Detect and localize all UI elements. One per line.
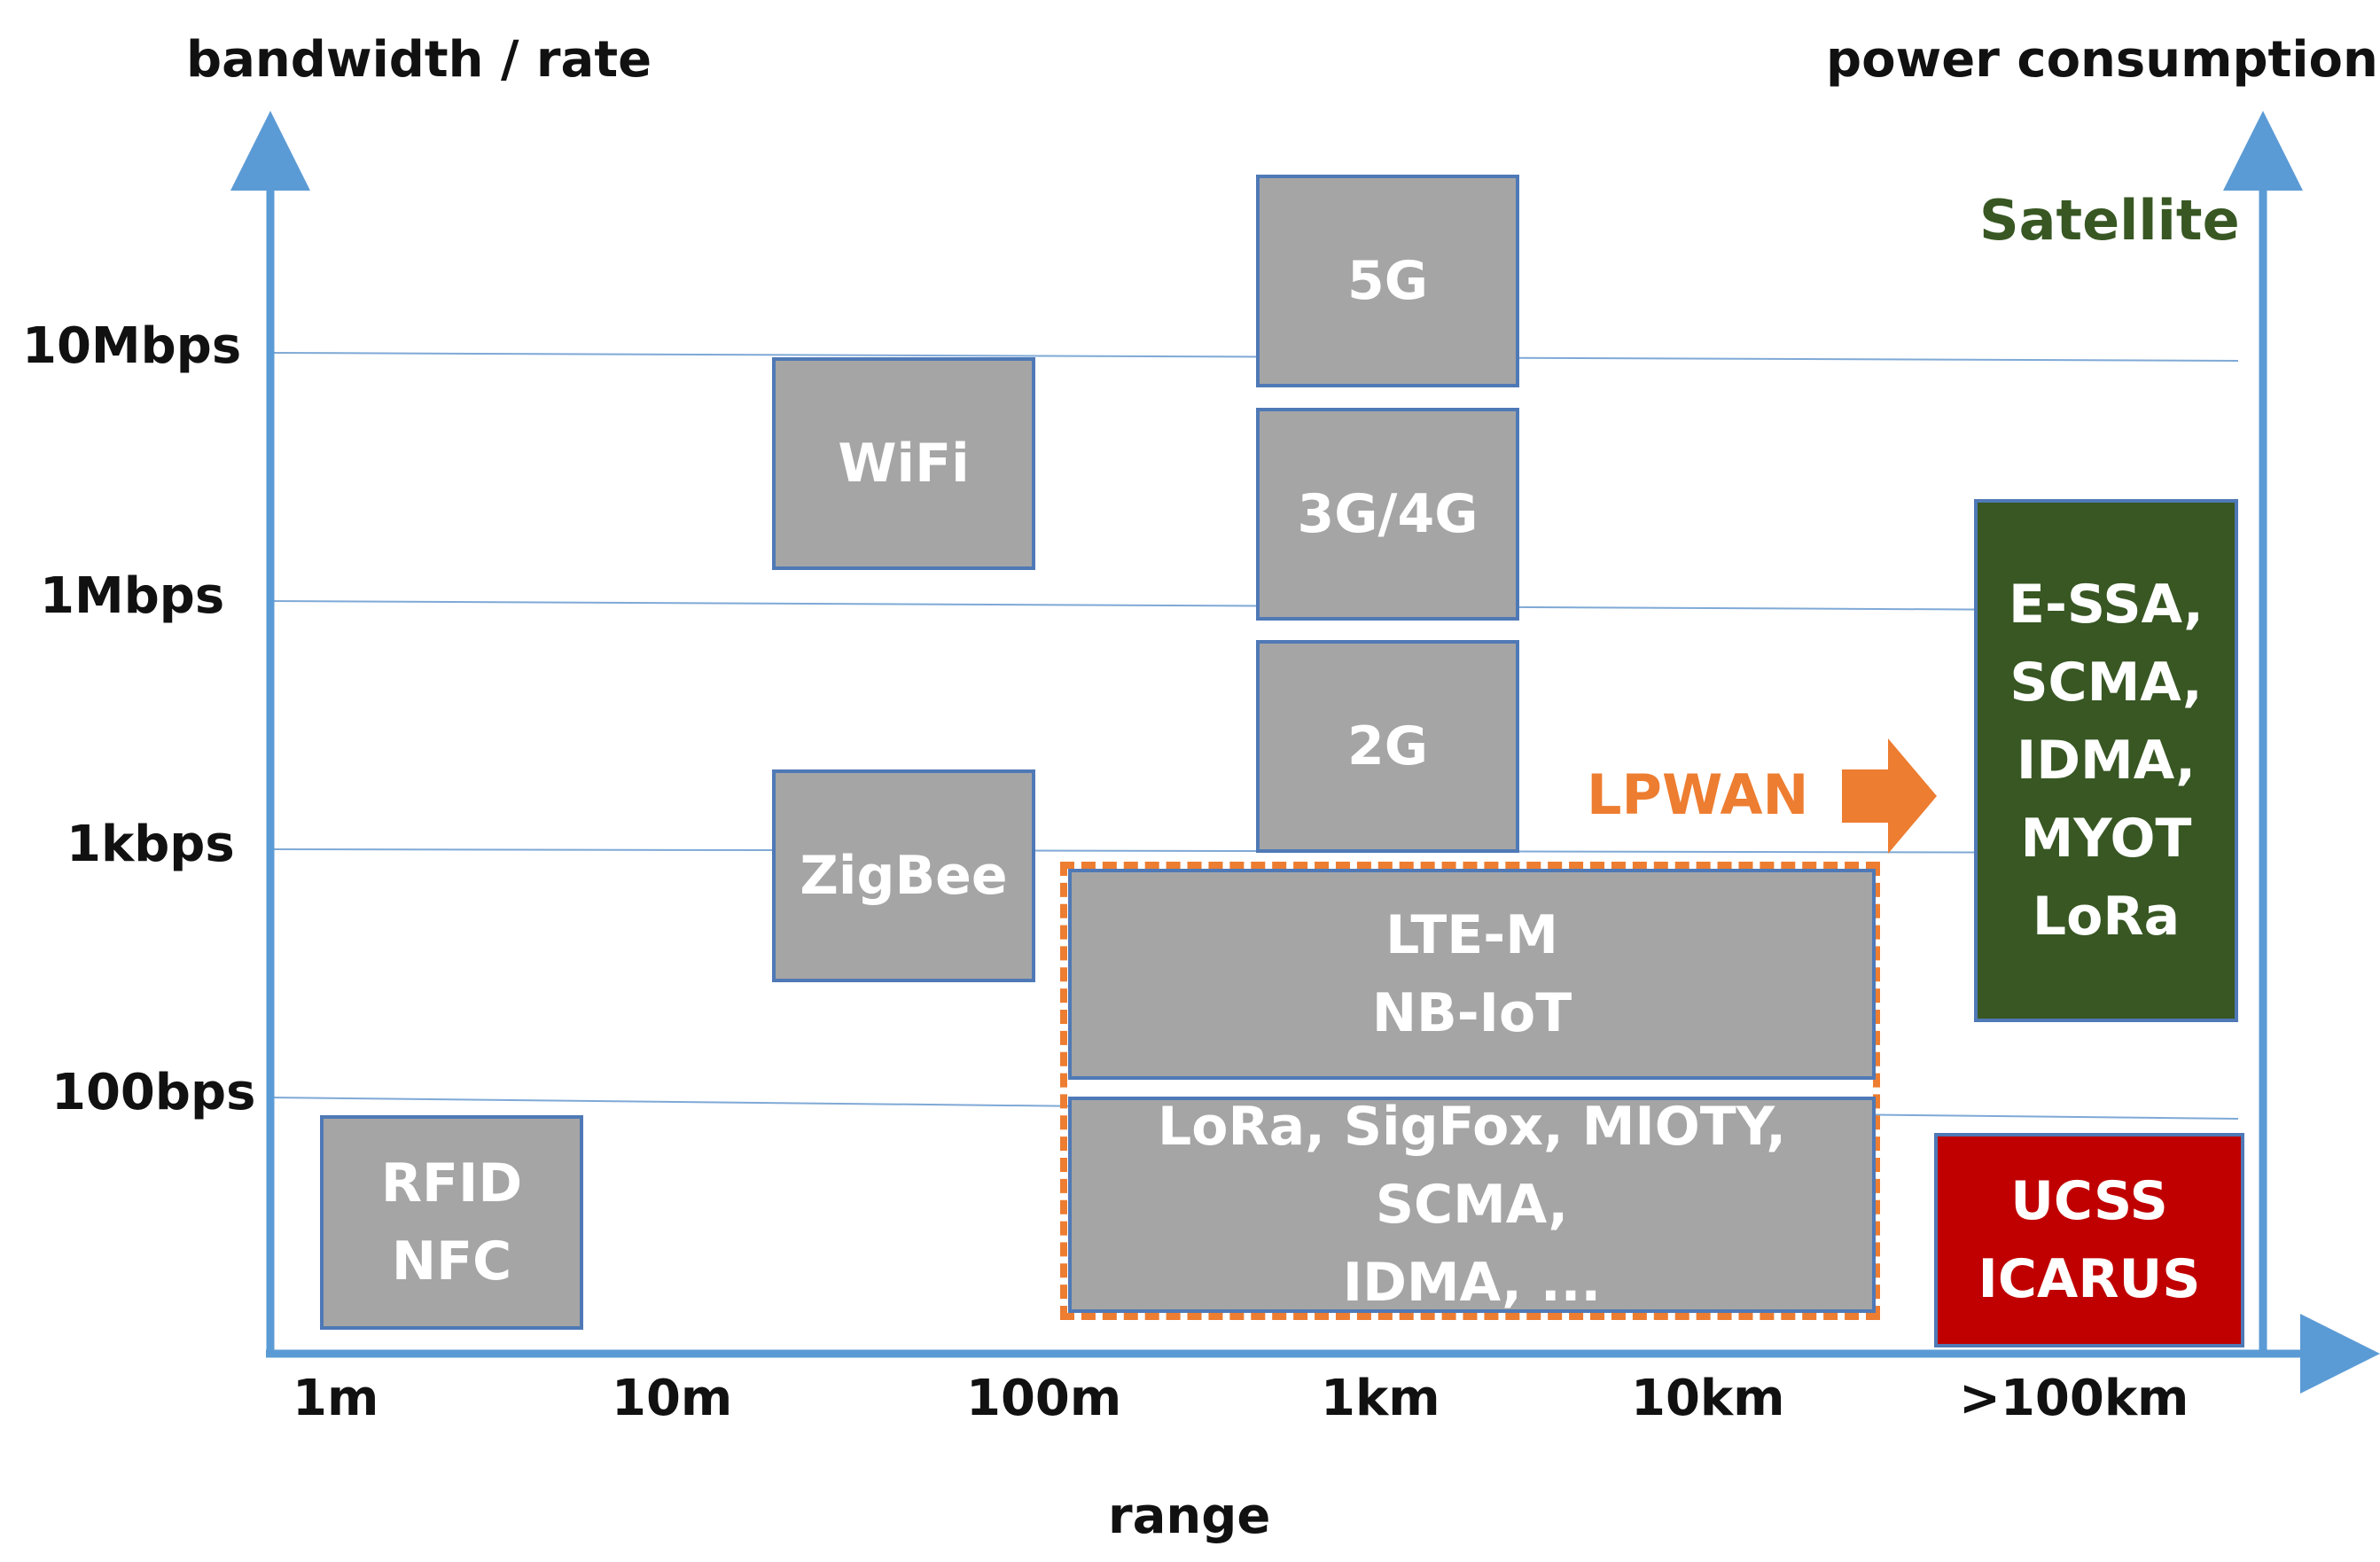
y-tick-10mbps: 10Mbps xyxy=(22,317,242,375)
box-3g4g-label: 3G/4G xyxy=(1297,483,1479,545)
x-tick-100m: 100m xyxy=(966,1370,1122,1427)
y-tick-1mbps: 1Mbps xyxy=(40,567,225,625)
box-satellite-schemes: E-SSA, SCMA, IDMA, MYOT LoRa xyxy=(1974,499,2238,1022)
satellite-scheme-essa: E-SSA, xyxy=(2009,574,2204,636)
gridline-10mbps xyxy=(269,352,2239,362)
satellite-scheme-scma: SCMA, xyxy=(2009,652,2203,714)
box-ucss-label: UCSS xyxy=(2010,1170,2168,1232)
box-2g-label: 2G xyxy=(1347,715,1428,777)
y-tick-100bps: 100bps xyxy=(51,1064,256,1121)
box-lte-nbiot: LTE-M NB-IoT xyxy=(1068,869,1876,1080)
box-zigbee-label: ZigBee xyxy=(800,845,1008,907)
box-lora-sigfox: LoRa, SigFox, MIOTY, SCMA, IDMA, ... xyxy=(1068,1096,1876,1314)
box-rfid-label: RFID xyxy=(380,1152,523,1214)
box-nbiot-label: NB-IoT xyxy=(1371,982,1572,1044)
box-icarus-label: ICARUS xyxy=(1978,1248,2201,1310)
box-5g: 5G xyxy=(1256,175,1519,387)
gridline-1mbps xyxy=(269,600,2239,612)
x-tick-100km: >100km xyxy=(1959,1370,2189,1427)
box-rfid-nfc: RFID NFC xyxy=(320,1115,583,1330)
satellite-scheme-idma: IDMA, xyxy=(2016,730,2197,792)
x-tick-10m: 10m xyxy=(612,1370,733,1427)
x-tick-1m: 1m xyxy=(293,1370,379,1427)
lpwan-arrow-icon xyxy=(1842,738,1937,854)
box-5g-label: 5G xyxy=(1347,250,1428,312)
x-axis-title: range xyxy=(1108,1488,1271,1545)
box-lora-line1: LoRa, SigFox, MIOTY, SCMA, xyxy=(1158,1096,1786,1236)
gridline-1kbps xyxy=(269,848,2239,854)
lpwan-label: LPWAN xyxy=(1587,762,1809,827)
lpwan-frame xyxy=(1060,862,1880,1320)
satellite-scheme-myot: MYOT xyxy=(2020,808,2192,870)
box-lora-line2: IDMA, ... xyxy=(1342,1252,1602,1314)
y-axis-title: bandwidth / rate xyxy=(186,31,652,89)
satellite-scheme-lora: LoRa xyxy=(2032,886,2181,948)
box-wifi: WiFi xyxy=(772,357,1035,570)
box-nfc-label: NFC xyxy=(391,1230,512,1293)
x-tick-10km: 10km xyxy=(1631,1370,1785,1427)
y2-axis-title: power consumption xyxy=(1826,31,2378,89)
box-3g4g: 3G/4G xyxy=(1256,408,1519,621)
x-tick-1km: 1km xyxy=(1321,1370,1440,1427)
box-wifi-label: WiFi xyxy=(838,433,970,495)
box-zigbee: ZigBee xyxy=(772,769,1035,982)
y-tick-1kbps: 1kbps xyxy=(66,816,235,873)
box-lte-label: LTE-M xyxy=(1385,904,1558,966)
box-2g: 2G xyxy=(1256,640,1519,853)
box-ucss-icarus: UCSS ICARUS xyxy=(1934,1133,2244,1347)
satellite-label: Satellite xyxy=(1979,188,2240,253)
